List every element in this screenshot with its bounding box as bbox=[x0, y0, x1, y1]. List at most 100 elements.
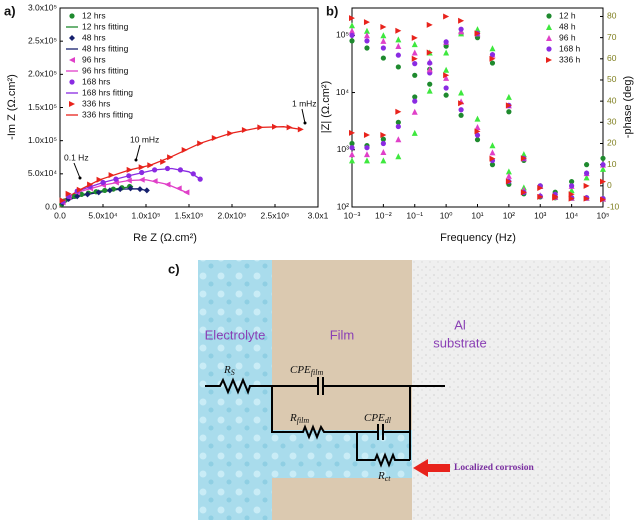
x-tick-label: 1.0x10⁵ bbox=[131, 210, 160, 220]
legend-marker bbox=[69, 57, 75, 63]
data-point bbox=[197, 176, 203, 182]
data-point bbox=[138, 164, 145, 171]
data-point bbox=[569, 183, 575, 189]
data-point bbox=[411, 108, 418, 115]
data-point bbox=[600, 165, 606, 172]
data-point bbox=[241, 127, 248, 134]
data-point bbox=[181, 146, 188, 153]
data-point bbox=[147, 162, 154, 169]
y-tick-label: 10³ bbox=[337, 144, 349, 154]
annotation-head bbox=[78, 176, 82, 180]
data-point bbox=[349, 129, 355, 136]
x-tick-label: 5.0x10⁴ bbox=[88, 210, 118, 220]
film-label: Film bbox=[330, 327, 355, 342]
data-point bbox=[474, 137, 481, 143]
data-point bbox=[380, 32, 387, 39]
data-point bbox=[427, 60, 433, 66]
data-point bbox=[87, 181, 94, 188]
data-point bbox=[349, 140, 355, 147]
x-tick-label: 10⁻¹ bbox=[406, 210, 423, 220]
data-point bbox=[380, 148, 387, 155]
data-point bbox=[443, 92, 449, 98]
data-point bbox=[100, 179, 106, 186]
data-point bbox=[395, 108, 402, 115]
data-point bbox=[125, 177, 132, 184]
x-tick-label: 10⁰ bbox=[440, 210, 453, 220]
data-point bbox=[297, 126, 304, 133]
fit-line bbox=[59, 126, 301, 208]
data-point bbox=[569, 178, 575, 185]
corrosion-label: Localized corrosion bbox=[454, 463, 534, 473]
data-point bbox=[113, 176, 119, 182]
data-point bbox=[443, 72, 450, 79]
data-point bbox=[74, 193, 81, 200]
legend-label: 96 h bbox=[559, 32, 576, 42]
y-tick-label: 1.5x10⁵ bbox=[28, 102, 57, 112]
data-point bbox=[520, 189, 527, 196]
data-point bbox=[349, 27, 355, 34]
data-point bbox=[177, 167, 183, 173]
data-point bbox=[520, 155, 527, 162]
data-point bbox=[286, 124, 293, 131]
annotation-head bbox=[303, 121, 307, 125]
annotation: 1 mHz bbox=[292, 98, 317, 108]
y2-tick-label: -10 bbox=[607, 201, 620, 211]
x-tick-label: 10⁻³ bbox=[344, 210, 361, 220]
electrolyte-label: Electrolyte bbox=[205, 327, 266, 342]
legend-label: 336 hrs bbox=[82, 98, 110, 108]
data-point bbox=[505, 178, 512, 185]
legend-marker bbox=[546, 13, 552, 19]
data-point bbox=[505, 102, 512, 109]
rs-label: RS bbox=[223, 364, 235, 377]
data-point bbox=[412, 61, 418, 67]
substrate-label: substrate bbox=[433, 335, 486, 350]
cpe-dl-label: CPEdl bbox=[364, 412, 392, 425]
y2-tick-label: 20 bbox=[607, 138, 617, 148]
data-point bbox=[474, 123, 481, 130]
data-point bbox=[395, 136, 402, 143]
data-point bbox=[227, 130, 234, 137]
x-tick-label: 3.0x1 bbox=[308, 210, 329, 220]
data-point bbox=[380, 23, 387, 30]
data-point bbox=[489, 149, 496, 156]
r-ct-label: Rct bbox=[377, 470, 391, 483]
data-point bbox=[426, 87, 433, 94]
x-axis-title: Re Z (Ω.cm²) bbox=[133, 232, 197, 244]
x-tick-label: 10³ bbox=[534, 210, 546, 220]
x-tick-label: 10⁵ bbox=[597, 210, 610, 220]
data-point bbox=[363, 151, 370, 158]
data-point bbox=[489, 162, 496, 168]
data-point bbox=[458, 17, 465, 24]
data-point bbox=[443, 66, 450, 73]
data-point bbox=[395, 52, 401, 58]
data-point bbox=[152, 167, 158, 173]
electrolyte-region bbox=[198, 260, 272, 520]
data-point bbox=[380, 132, 387, 139]
legend-label: 96 hrs bbox=[82, 54, 106, 64]
data-point bbox=[426, 49, 433, 56]
data-point bbox=[537, 193, 544, 200]
data-point bbox=[380, 55, 386, 61]
data-point bbox=[349, 32, 355, 38]
data-point bbox=[363, 27, 370, 34]
legend-label: 48 hrs bbox=[82, 32, 106, 42]
data-point bbox=[108, 172, 115, 179]
x-tick-label: 2.0x10⁵ bbox=[217, 210, 246, 220]
y-axis-title: -Im Z (Ω.cm²) bbox=[6, 74, 18, 140]
annotation-arrow bbox=[73, 162, 81, 179]
data-point bbox=[443, 39, 449, 45]
data-point bbox=[395, 123, 401, 130]
data-point bbox=[175, 185, 182, 192]
legend-marker bbox=[69, 35, 75, 41]
pit-region bbox=[272, 430, 412, 478]
legend-label: 96 hrs fitting bbox=[82, 65, 129, 75]
data-point bbox=[143, 187, 150, 194]
legend-label: 168 hrs bbox=[82, 76, 110, 86]
y2-tick-label: 80 bbox=[607, 11, 617, 21]
x-tick-label: 0.0 bbox=[54, 210, 66, 220]
data-point bbox=[443, 85, 449, 91]
data-point bbox=[411, 129, 418, 136]
legend-marker bbox=[546, 46, 552, 52]
data-point bbox=[164, 181, 171, 188]
data-point bbox=[349, 38, 355, 44]
